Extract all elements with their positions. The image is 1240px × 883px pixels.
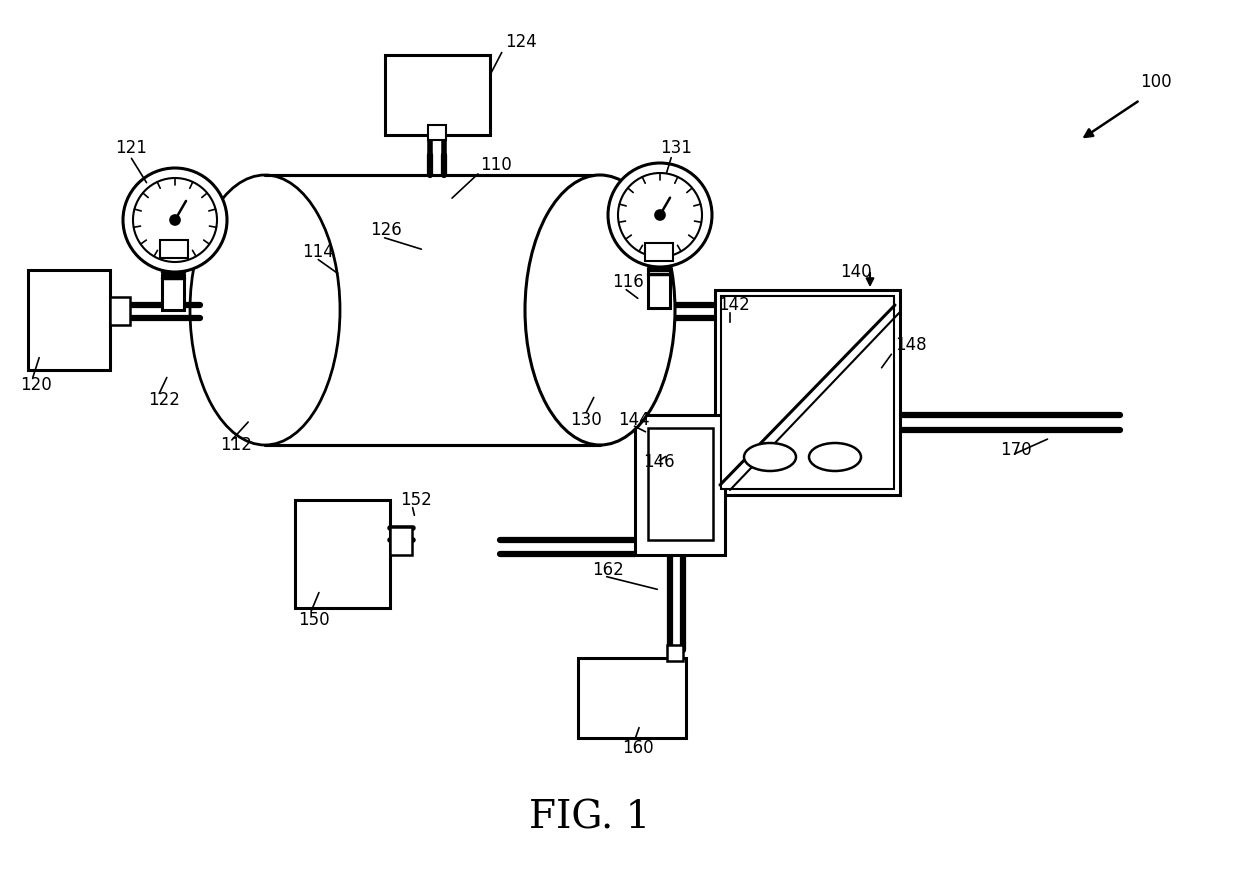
Bar — [645, 243, 673, 261]
Text: 120: 120 — [20, 376, 52, 394]
Text: 144: 144 — [618, 411, 650, 429]
Ellipse shape — [525, 175, 675, 445]
Text: 126: 126 — [370, 221, 402, 239]
Bar — [720, 296, 894, 489]
Text: 100: 100 — [1140, 73, 1172, 91]
Bar — [667, 645, 683, 661]
Text: 114: 114 — [303, 243, 334, 261]
Text: 116: 116 — [613, 273, 644, 291]
Text: 110: 110 — [480, 156, 512, 174]
Circle shape — [133, 178, 217, 262]
Circle shape — [170, 215, 180, 225]
Text: 124: 124 — [505, 33, 537, 51]
Bar — [715, 290, 900, 495]
Text: 146: 146 — [644, 453, 675, 471]
Text: FIG. 1: FIG. 1 — [529, 799, 651, 836]
Text: 130: 130 — [570, 411, 601, 429]
Ellipse shape — [744, 443, 796, 471]
Bar — [110, 297, 130, 325]
Text: 170: 170 — [999, 441, 1032, 459]
Ellipse shape — [190, 175, 340, 445]
Bar — [295, 500, 391, 608]
Ellipse shape — [808, 443, 861, 471]
Text: 162: 162 — [591, 561, 624, 579]
Text: 160: 160 — [622, 739, 653, 757]
Bar — [578, 658, 686, 738]
Circle shape — [655, 210, 665, 220]
Bar — [265, 175, 600, 445]
Bar — [162, 275, 184, 310]
Bar — [29, 270, 110, 370]
Text: 140: 140 — [839, 263, 872, 281]
Text: 152: 152 — [401, 491, 432, 509]
Bar — [649, 270, 670, 308]
Text: 142: 142 — [718, 296, 750, 314]
Bar — [391, 527, 412, 555]
Text: 121: 121 — [115, 139, 146, 157]
Text: 112: 112 — [219, 436, 252, 454]
Bar — [160, 240, 188, 258]
Text: 122: 122 — [148, 391, 180, 409]
Bar — [384, 55, 490, 135]
Bar — [649, 428, 713, 540]
Bar — [635, 415, 725, 555]
Circle shape — [618, 173, 702, 257]
Text: 131: 131 — [660, 139, 692, 157]
Circle shape — [608, 163, 712, 267]
Text: 150: 150 — [298, 611, 330, 629]
Text: 148: 148 — [895, 336, 926, 354]
Circle shape — [123, 168, 227, 272]
Bar — [428, 125, 446, 140]
